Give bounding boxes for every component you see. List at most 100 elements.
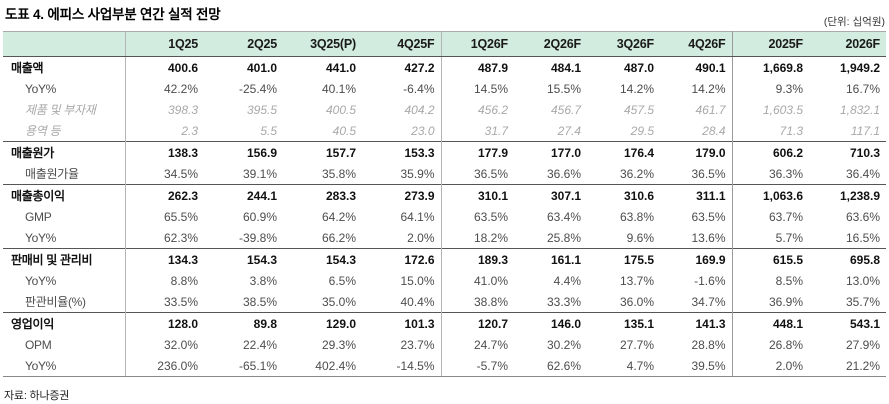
cell-value: 4.7%: [587, 355, 660, 377]
cell-value: 1,669.8: [732, 56, 809, 78]
cell-value: 9.3%: [775, 81, 803, 96]
cell-value: 262.3: [125, 184, 204, 206]
cell-value: 4.4%: [553, 273, 581, 288]
cell-value: 24.7%: [473, 337, 508, 352]
cell-value: 606.2: [732, 141, 809, 163]
cell-value: 13.0%: [845, 273, 880, 288]
cell-value: 39.1%: [242, 166, 277, 181]
cell-value: 5.5: [260, 123, 277, 138]
cell-value: 63.7%: [768, 209, 803, 224]
cell-value: 487.9: [441, 56, 514, 78]
row-label: 매출액: [3, 56, 126, 78]
cell-value: -65.1%: [204, 355, 283, 377]
cell-value: 13.6%: [660, 227, 733, 249]
cell-value: 64.2%: [321, 209, 356, 224]
cell-value: 23.0: [362, 120, 442, 142]
cell-value: 35.9%: [362, 163, 442, 185]
row-label: 매출원가: [3, 141, 126, 163]
cell-value: 461.7: [660, 99, 733, 120]
row-label: 매출총이익: [3, 184, 126, 206]
cell-value: 157.7: [283, 141, 362, 163]
cell-value: 36.0%: [619, 294, 654, 309]
cell-value: 138.3: [125, 141, 204, 163]
cell-value: 63.5%: [660, 206, 733, 227]
cell-value: 38.8%: [473, 294, 508, 309]
cell-value: 141.3: [660, 312, 733, 334]
cell-value: 27.7%: [619, 337, 654, 352]
cell-value: 14.2%: [619, 81, 654, 96]
cell-value: 400.6: [125, 56, 204, 78]
cell-value: 484.1: [514, 56, 587, 78]
cell-value: 310.6: [587, 184, 660, 206]
cell-value: 311.1: [660, 184, 733, 206]
row-label: 영업이익: [3, 312, 126, 334]
cell-value: 128.0: [125, 312, 204, 334]
cell-value: -5.7%: [441, 355, 514, 377]
column-header: 2Q25: [204, 31, 283, 57]
cell-value: 179.0: [660, 141, 733, 163]
cell-value: 40.4%: [362, 291, 442, 313]
column-header: 4Q25F: [362, 31, 442, 57]
cell-value: 177.9: [441, 141, 514, 163]
cell-value: 395.5: [246, 102, 277, 117]
cell-value: -25.4%: [238, 81, 277, 96]
row-label: YoY%: [3, 270, 126, 291]
cell-value: 710.3: [809, 141, 886, 163]
cell-value: 29.3%: [321, 337, 356, 352]
cell-value: 14.5%: [473, 81, 508, 96]
cell-value: 40.1%: [321, 81, 356, 96]
table-row: 판관비율(%) 33.5% 38.5% 35.0% 40.4% 38.8% 33.3% 36.…: [3, 291, 886, 313]
cell-value: 38.5%: [242, 294, 277, 309]
cell-value: 22.4%: [242, 337, 277, 352]
cell-value: -39.8%: [238, 230, 277, 245]
cell-value: 307.1: [514, 184, 587, 206]
column-header: 2Q26F: [514, 31, 587, 57]
cell-value: 456.2: [477, 102, 508, 117]
table-row: 영업이익 128.0 89.8 129.0 101.3 120.7 146.0 135.1 14…: [3, 312, 886, 334]
table-row: 매출원가율 34.5% 39.1% 35.8% 35.9% 36.5% 36.6% 36.2%…: [3, 163, 886, 185]
cell-value: 89.8: [204, 312, 283, 334]
cell-value: 615.5: [732, 248, 809, 270]
row-label-header: [3, 31, 126, 57]
cell-value: 33.3%: [546, 294, 581, 309]
cell-value: 1,832.1: [839, 102, 880, 117]
cell-value: 36.3%: [768, 166, 803, 181]
table-row: YoY% 62.3% -39.8% 66.2% 2.0% 18.2% 25.8% 9.6% 13…: [3, 227, 886, 249]
row-label: 판매비 및 관리비: [3, 248, 126, 270]
cell-value: 154.3: [283, 248, 362, 270]
table-row: YoY% 8.8% 3.8% 6.5% 15.0% 41.0% 4.4% 13.7% -1.6%…: [3, 270, 886, 291]
cell-value: 26.8%: [768, 337, 803, 352]
cell-value: 153.3: [362, 141, 442, 163]
cell-value: 8.8%: [170, 273, 198, 288]
row-label: 용역 등: [3, 120, 126, 142]
cell-value: 490.1: [660, 56, 733, 78]
cell-value: 27.4: [557, 123, 581, 138]
cell-value: 448.1: [732, 312, 809, 334]
cell-value: 156.9: [204, 141, 283, 163]
column-header: 2026F: [809, 31, 886, 57]
cell-value: 63.8%: [619, 209, 654, 224]
cell-value: 5.7%: [775, 230, 803, 245]
cell-value: 41.0%: [473, 273, 508, 288]
header-row: 1Q25 2Q25 3Q25(P) 4Q25F 1Q26F 2Q26F 3Q26F 4Q26F…: [3, 31, 886, 57]
cell-value: 35.0%: [321, 294, 356, 309]
cell-value: 175.5: [587, 248, 660, 270]
cell-value: 36.4%: [845, 166, 880, 181]
cell-value: 457.5: [623, 102, 654, 117]
cell-value: 456.7: [550, 102, 581, 117]
cell-value: 117.1: [850, 123, 880, 138]
cell-value: 31.7: [484, 123, 508, 138]
cell-value: 169.9: [660, 248, 733, 270]
cell-value: 236.0%: [125, 355, 204, 377]
unit-note: (단위: 십억원): [823, 16, 885, 28]
cell-value: 8.5%: [775, 273, 803, 288]
table-body: 매출액 400.6 401.0 441.0 427.2 487.9 484.1 487.0 49…: [3, 56, 886, 377]
cell-value: 134.3: [125, 248, 204, 270]
cell-value: 71.3: [779, 123, 803, 138]
cell-value: 18.2%: [473, 230, 508, 245]
table-row: 제품 및 부자재 398.3 395.5 400.5 404.2 456.2 456.7 45…: [3, 99, 886, 120]
cell-value: 34.5%: [163, 166, 198, 181]
cell-value: 487.0: [587, 56, 660, 78]
cell-value: 2.0%: [362, 227, 442, 249]
cell-value: -6.4%: [362, 78, 442, 99]
